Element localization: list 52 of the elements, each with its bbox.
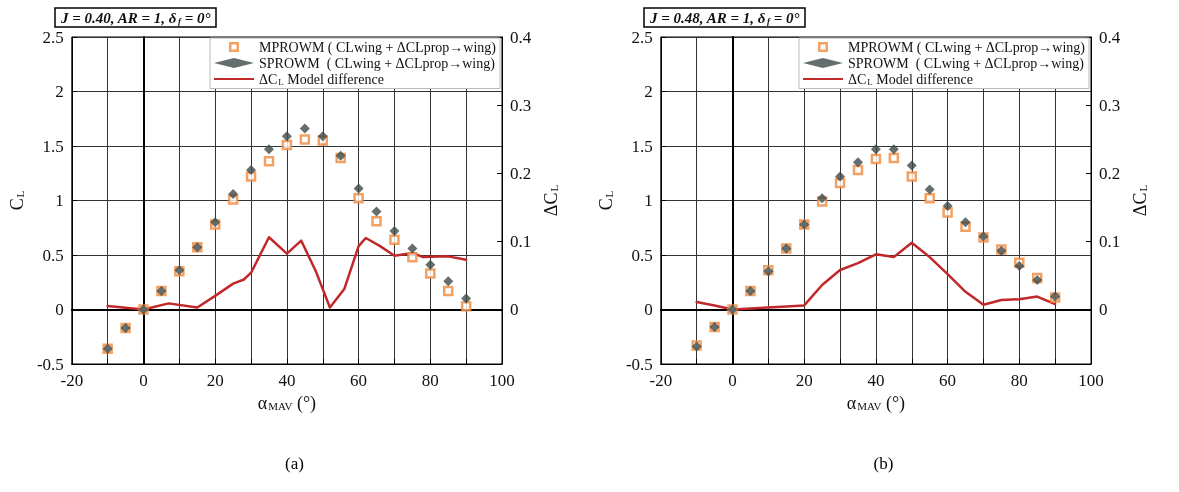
y-tick-label: 1.5 <box>42 136 64 156</box>
legend-label: SPROWM ( CLwing + ΔCLprop→wing) <box>847 55 1085 72</box>
x-tick-label: 80 <box>421 371 439 390</box>
x-tick-label: 100 <box>1078 371 1104 390</box>
y2-axis-title: ΔCL <box>1130 184 1151 217</box>
y-tick-label: 0.5 <box>42 245 64 265</box>
x-tick-label: 20 <box>206 371 224 390</box>
y-axis-title: CL <box>7 190 27 211</box>
y-tick-label: 2 <box>644 82 653 101</box>
x-tick-label: 100 <box>489 371 515 390</box>
x-tick-label: 0 <box>139 371 148 390</box>
x-tick-label: 60 <box>350 371 368 390</box>
legend-label: MPROWM ( CLwing + ΔCLprop→wing) <box>258 39 497 56</box>
x-tick-label: -20 <box>649 371 673 390</box>
chart-subtitle: J = 0.48, AR = 1, δf = 0° <box>649 9 800 26</box>
y-tick-label: 2.5 <box>42 27 64 47</box>
y2-tick-label: 0.1 <box>1099 231 1121 251</box>
y-tick-label: 0 <box>644 300 653 319</box>
y-tick-label: 2.5 <box>631 27 653 47</box>
y2-tick-label: 0.1 <box>510 231 532 251</box>
y-tick-label: 1 <box>55 191 64 210</box>
y-tick-label: 1 <box>644 191 653 210</box>
x-tick-label: -20 <box>60 371 84 390</box>
x-tick-label: 80 <box>1010 371 1028 390</box>
y2-axis-title: ΔCL <box>541 184 562 217</box>
chart-subtitle: J = 0.40, AR = 1, δf = 0° <box>60 9 211 26</box>
y-tick-label: 0 <box>55 300 64 319</box>
y2-tick-label: 0.2 <box>510 163 532 183</box>
x-tick-label: 0 <box>728 371 737 390</box>
y-tick-label: 1.5 <box>631 136 653 156</box>
y2-tick-label: 0.4 <box>510 27 532 47</box>
x-tick-label: 40 <box>278 371 296 390</box>
x-tick-label: 60 <box>939 371 957 390</box>
y2-tick-label: 0.3 <box>510 95 532 115</box>
y2-tick-label: 0 <box>510 300 519 319</box>
y-tick-label: -0.5 <box>625 354 653 374</box>
x-tick-label: 20 <box>795 371 813 390</box>
x-tick-label: 40 <box>867 371 885 390</box>
legend-label: MPROWM ( CLwing + ΔCLprop→wing) <box>847 39 1086 56</box>
y2-tick-label: 0.4 <box>1099 27 1121 47</box>
x-axis-title: αMAV (°) <box>257 393 317 414</box>
x-axis-title: αMAV (°) <box>846 393 906 414</box>
legend-label: SPROWM ( CLwing + ΔCLprop→wing) <box>258 55 496 72</box>
text: (a) <box>285 454 304 473</box>
y-tick-label: 0.5 <box>631 245 653 265</box>
y2-tick-label: 0 <box>1099 300 1108 319</box>
y-tick-label: 2 <box>55 82 64 101</box>
y-tick-label: -0.5 <box>36 354 64 374</box>
y2-tick-label: 0.3 <box>1099 95 1121 115</box>
y2-tick-label: 0.2 <box>1099 163 1121 183</box>
y-axis-title: CL <box>596 190 616 211</box>
text: (b) <box>873 454 894 473</box>
